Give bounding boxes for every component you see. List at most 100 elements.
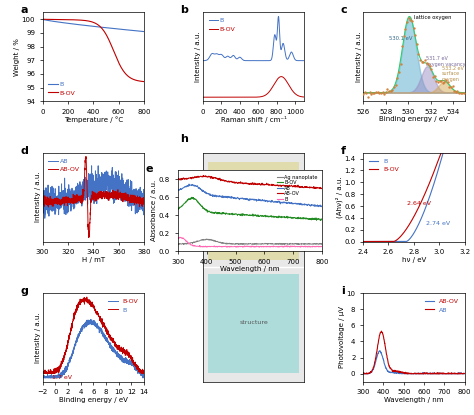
Point xyxy=(458,89,466,96)
Point xyxy=(442,77,450,84)
Legend: B, B-OV: B, B-OV xyxy=(206,16,238,34)
X-axis label: Wavelength / nm: Wavelength / nm xyxy=(384,397,444,403)
Point xyxy=(389,86,396,93)
Point xyxy=(441,78,448,85)
Point xyxy=(415,50,422,57)
Text: 533.2 eV
surface
oxygen: 533.2 eV surface oxygen xyxy=(442,66,464,82)
Point xyxy=(454,87,461,94)
Point xyxy=(410,25,417,32)
Point xyxy=(418,59,426,65)
Point xyxy=(444,79,451,85)
Point xyxy=(452,89,460,95)
Y-axis label: Intensity / a.u.: Intensity / a.u. xyxy=(356,32,362,82)
X-axis label: Wavelength / nm: Wavelength / nm xyxy=(220,266,280,272)
Y-axis label: Intensity / a.u.: Intensity / a.u. xyxy=(35,172,41,222)
Text: b: b xyxy=(181,5,189,15)
Point xyxy=(413,41,420,47)
Point xyxy=(403,18,411,25)
Point xyxy=(361,88,368,95)
Legend: B, B-OV: B, B-OV xyxy=(46,79,78,98)
Text: 530.1 eV: 530.1 eV xyxy=(389,36,412,41)
Point xyxy=(432,77,440,84)
Point xyxy=(381,91,388,98)
Text: 2.74 eV: 2.74 eV xyxy=(427,221,451,226)
Text: c: c xyxy=(341,5,347,15)
Point xyxy=(423,60,430,66)
X-axis label: H / mT: H / mT xyxy=(82,256,105,263)
Point xyxy=(369,90,377,96)
Point xyxy=(379,88,386,95)
Point xyxy=(375,89,383,96)
Text: d: d xyxy=(20,146,28,156)
Text: charge
density: charge density xyxy=(242,205,265,215)
Text: 1.7 eV: 1.7 eV xyxy=(52,375,72,380)
Point xyxy=(426,63,434,69)
Legend: B, B-OV: B, B-OV xyxy=(366,156,401,175)
Y-axis label: Intensity / a.u.: Intensity / a.u. xyxy=(35,312,41,363)
Text: h: h xyxy=(181,134,189,144)
Text: e: e xyxy=(146,164,154,173)
Y-axis label: Absorbance / a.u.: Absorbance / a.u. xyxy=(152,180,157,241)
Point xyxy=(408,17,416,24)
Text: a: a xyxy=(20,5,28,15)
Legend: B-OV, B: B-OV, B xyxy=(106,296,141,315)
Point xyxy=(367,90,375,97)
Point xyxy=(455,90,463,97)
Point xyxy=(407,17,414,23)
Point xyxy=(447,84,455,90)
Point xyxy=(392,81,400,88)
Point xyxy=(446,84,453,90)
Point xyxy=(400,32,408,39)
Y-axis label: (Ahν)² / a.u.: (Ahν)² / a.u. xyxy=(335,176,343,218)
Point xyxy=(449,83,456,90)
Text: 531.7 eV
oxygen vacancy: 531.7 eV oxygen vacancy xyxy=(426,56,466,67)
Text: 2.05 eV: 2.05 eV xyxy=(0,414,1,415)
Text: 2.64 eV: 2.64 eV xyxy=(408,201,431,206)
Legend: AB-OV, AB: AB-OV, AB xyxy=(422,296,461,315)
Point xyxy=(364,94,372,100)
Text: f: f xyxy=(341,146,346,156)
Point xyxy=(377,90,385,97)
Point xyxy=(395,69,403,76)
Y-axis label: Intensity / a.u.: Intensity / a.u. xyxy=(195,32,201,82)
Point xyxy=(366,88,374,95)
Legend: AB, AB-OV: AB, AB-OV xyxy=(46,156,82,175)
Legend: Ag nanoplate, B-OV, AB, AB-OV, B: Ag nanoplate, B-OV, AB, AB-OV, B xyxy=(275,173,320,204)
Point xyxy=(371,90,378,97)
Point xyxy=(398,43,406,50)
Point xyxy=(359,90,367,97)
Y-axis label: Photovoltage / μV: Photovoltage / μV xyxy=(339,306,345,369)
X-axis label: Binding energy / eV: Binding energy / eV xyxy=(379,116,448,122)
X-axis label: Binding energy / eV: Binding energy / eV xyxy=(59,397,128,403)
Point xyxy=(390,83,398,90)
Point xyxy=(438,77,445,84)
Point xyxy=(450,88,458,95)
Point xyxy=(384,85,392,92)
Point xyxy=(457,90,465,97)
Point xyxy=(436,78,443,85)
Point xyxy=(434,79,442,85)
Y-axis label: Weight / %: Weight / % xyxy=(14,38,20,76)
X-axis label: Temperature / °C: Temperature / °C xyxy=(64,116,123,123)
Point xyxy=(411,32,419,39)
Text: i: i xyxy=(341,286,345,296)
Point xyxy=(363,90,370,96)
X-axis label: Raman shift / cm⁻¹: Raman shift / cm⁻¹ xyxy=(221,116,286,123)
Text: g: g xyxy=(20,286,28,296)
Point xyxy=(419,58,427,65)
Point xyxy=(374,89,382,96)
Point xyxy=(439,79,447,86)
FancyBboxPatch shape xyxy=(208,162,299,260)
Point xyxy=(429,73,437,80)
Point xyxy=(428,66,435,73)
FancyBboxPatch shape xyxy=(208,274,299,373)
Point xyxy=(416,57,424,64)
Point xyxy=(397,60,404,67)
Point xyxy=(460,90,468,96)
Point xyxy=(431,72,438,79)
Point xyxy=(382,89,390,96)
Point xyxy=(401,26,409,32)
Point xyxy=(393,74,401,81)
Point xyxy=(405,15,412,21)
Point xyxy=(387,88,394,94)
